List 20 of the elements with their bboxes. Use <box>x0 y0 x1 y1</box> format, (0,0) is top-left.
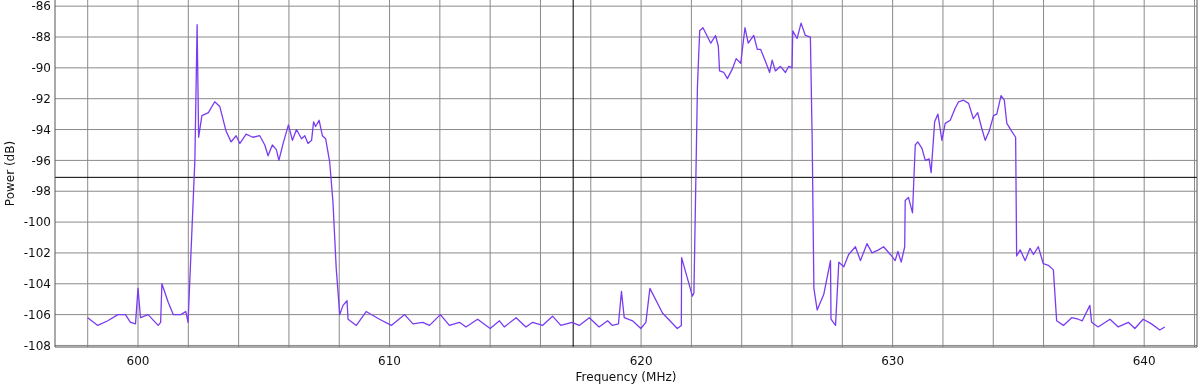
line-series <box>87 22 1166 331</box>
x-tick-label: 610 <box>378 354 401 368</box>
y-axis-title: Power (dB) <box>3 140 17 207</box>
x-tick-label: 620 <box>629 354 653 368</box>
y-tick-label: -108 <box>23 338 51 353</box>
y-tick-label: -94 <box>31 122 51 137</box>
y-tick-label: -102 <box>23 246 51 261</box>
x-tick-label: 600 <box>126 354 150 368</box>
x-tick-label: 630 <box>881 354 905 368</box>
y-tick-label: -100 <box>23 215 51 230</box>
y-tick-label: -96 <box>31 153 51 168</box>
y-tick-label: -90 <box>31 61 51 76</box>
y-tick-label: -106 <box>23 307 51 322</box>
y-tick-label: -92 <box>31 91 51 106</box>
x-axis-title: Frequency (MHz) <box>575 370 677 384</box>
y-tick-label: -86 <box>31 0 51 14</box>
x-tick-label: 640 <box>1132 354 1156 368</box>
y-tick-label: -88 <box>31 30 51 45</box>
y-tick-label: -104 <box>23 276 51 291</box>
y-tick-label: -98 <box>31 184 51 199</box>
